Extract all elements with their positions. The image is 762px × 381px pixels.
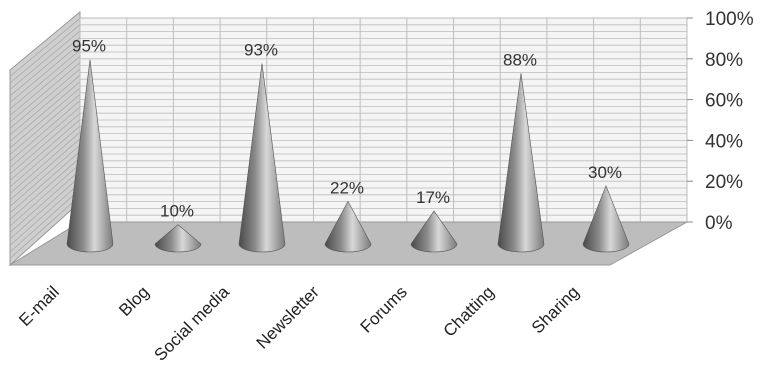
y-axis: 0% 20% 40% 60% 80% 100%: [687, 9, 754, 234]
side-wall-line: [9, 56, 81, 116]
side-wall-line: [9, 132, 81, 194]
cone-mark: [66, 59, 114, 253]
side-wall-line: [9, 87, 81, 149]
cone-forums: 17%: [410, 188, 458, 253]
grid-lines: [79, 17, 688, 223]
category-label: Social media: [151, 282, 234, 365]
side-wall-line: [9, 157, 81, 220]
side-wall-line: [9, 189, 81, 253]
cone-mark: [582, 184, 630, 253]
category-label: Sharing: [528, 282, 583, 337]
side-wall-line: [9, 75, 81, 136]
side-wall-line: [9, 119, 81, 181]
data-label: 22%: [330, 178, 364, 197]
cones: 95% 10% 93% 22% 17% 88% 30%: [66, 37, 630, 253]
side-wall-line: [9, 43, 81, 103]
cone-blog: 10%: [154, 202, 202, 253]
side-wall-line: [9, 195, 81, 259]
y-tick-label: 100%: [705, 9, 754, 30]
side-wall-line: [9, 125, 81, 188]
category-label: Forums: [357, 282, 411, 336]
side-wall-line: [9, 37, 81, 97]
data-label: 30%: [588, 163, 622, 182]
y-tick-label: 0%: [705, 213, 733, 234]
cone-social-media: 93%: [238, 41, 286, 253]
y-tick-label: 80%: [705, 50, 743, 71]
side-wall-line: [9, 100, 81, 162]
category-label: Newsletter: [253, 282, 323, 352]
cone-mark: [410, 210, 458, 253]
side-wall-line: [9, 18, 81, 77]
side-wall-line: [9, 170, 81, 233]
cone-e-mail: 95%: [66, 37, 114, 253]
side-wall-line: [9, 106, 81, 168]
cone-mark: [154, 224, 202, 253]
side-wall-line: [9, 151, 81, 214]
data-label: 93%: [244, 41, 278, 60]
side-wall-line: [9, 176, 81, 240]
side-wall-line: [9, 24, 81, 84]
side-wall-line: [9, 81, 81, 142]
side-wall-line: [9, 144, 81, 207]
y-tick-label: 60%: [705, 91, 743, 112]
y-tick-label: 40%: [705, 131, 743, 152]
cone-mark: [324, 200, 372, 253]
cone-mark: [497, 73, 545, 253]
side-wall-line: [9, 113, 81, 175]
side-wall-line: [9, 94, 81, 155]
data-label: 17%: [416, 188, 450, 207]
cone-mark: [238, 63, 286, 253]
category-label: Blog: [115, 282, 152, 319]
category-label: Chatting: [440, 282, 498, 340]
side-wall-line: [9, 138, 81, 201]
cone-sharing: 30%: [582, 163, 630, 253]
data-label: 95%: [72, 37, 106, 56]
data-label: 10%: [160, 202, 194, 221]
side-wall-line: [9, 68, 81, 129]
side-wall: [9, 10, 81, 267]
category-label: E-mail: [15, 282, 62, 329]
side-wall-line: [9, 62, 81, 123]
y-tick-label: 20%: [705, 172, 743, 193]
side-wall-line: [9, 49, 81, 110]
data-label: 88%: [503, 50, 537, 69]
side-wall-line: [9, 30, 81, 90]
side-wall-line: [9, 163, 81, 227]
cone-chatting: 88%: [497, 50, 545, 253]
cone-newsletter: 22%: [324, 178, 372, 253]
side-wall-line: [9, 182, 81, 246]
